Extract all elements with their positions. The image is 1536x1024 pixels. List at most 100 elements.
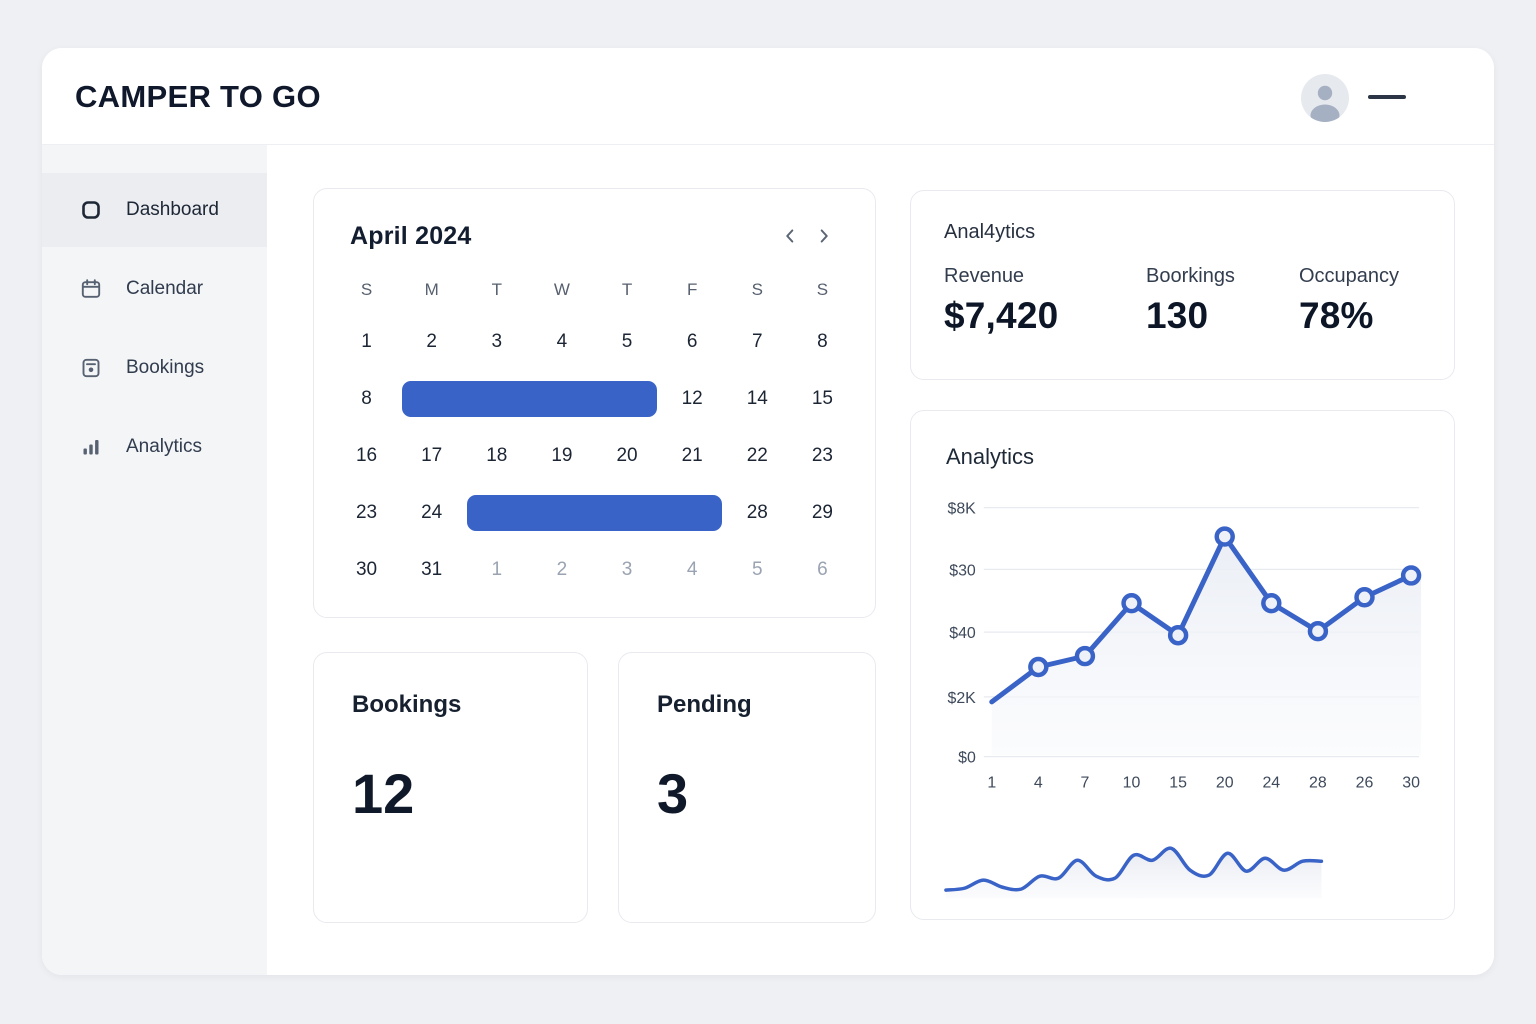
weekday-label: F xyxy=(686,280,698,299)
calendar-day[interactable]: 3 xyxy=(621,559,633,580)
dashboard-icon xyxy=(82,201,100,219)
analytics-card-title: Analytics xyxy=(946,444,1035,469)
calendar-day[interactable]: 29 xyxy=(811,502,833,523)
app-window: CAMPER TO GO Dashb xyxy=(42,48,1494,975)
calendar-header: April 2024 xyxy=(350,219,841,253)
calendar-day[interactable]: 7 xyxy=(752,331,763,352)
svg-text:28: 28 xyxy=(1309,775,1327,792)
weekday-label: T xyxy=(621,280,633,299)
calendar-day[interactable]: 8 xyxy=(361,388,372,409)
prev-month-button[interactable] xyxy=(773,219,807,253)
svg-text:$8K: $8K xyxy=(947,501,976,518)
calendar-day[interactable]: 16 xyxy=(355,445,378,466)
svg-text:20: 20 xyxy=(1216,775,1234,792)
menu-dash-icon[interactable] xyxy=(1368,95,1406,99)
calendar-day[interactable]: 12 xyxy=(681,388,703,409)
svg-text:$40: $40 xyxy=(949,625,976,642)
stat-revenue: Revenue $7,420 xyxy=(944,265,1146,337)
svg-text:$2K: $2K xyxy=(947,690,976,707)
calendar-day[interactable]: 31 xyxy=(421,559,443,580)
calendar-day[interactable]: 3 xyxy=(491,331,503,352)
svg-text:26: 26 xyxy=(1356,775,1374,792)
app-logo: CAMPER TO GO xyxy=(75,78,321,114)
svg-text:30: 30 xyxy=(1402,775,1420,792)
calendar-day[interactable]: 28 xyxy=(746,502,768,523)
stats-card: Anal4ytics Revenue $7,420 Boorkings 130 xyxy=(910,190,1455,380)
svg-text:15: 15 xyxy=(1169,775,1187,792)
calendar-grid: 1 2 3 4 5 6 7 8 8 12 14 15 16 17 18 19 20 21 22 23 23 24 28 29 3… xyxy=(334,313,855,598)
svg-text:1: 1 xyxy=(987,775,996,792)
calendar-day[interactable]: 23 xyxy=(811,445,833,466)
pending-card-value: 3 xyxy=(657,762,689,825)
calendar-day[interactable]: 8 xyxy=(817,331,828,352)
sidebar-item-calendar[interactable]: Calendar xyxy=(42,252,267,326)
calendar-day[interactable]: 19 xyxy=(551,445,573,466)
calendar-day[interactable]: 21 xyxy=(681,445,703,466)
bookings-card-label: Bookings xyxy=(352,691,462,718)
calendar-day[interactable]: 18 xyxy=(486,445,508,466)
sidebar-item-analytics[interactable]: Analytics xyxy=(42,410,267,484)
calendar-day[interactable]: 15 xyxy=(811,388,833,409)
bookings-card-value: 12 xyxy=(352,762,415,825)
stat-label: Occupancy xyxy=(1299,265,1400,287)
stat-label: Boorkings xyxy=(1146,265,1235,287)
sidebar-item-bookings[interactable]: Bookings xyxy=(42,331,267,405)
calendar-day[interactable]: 30 xyxy=(355,559,378,580)
calendar-day[interactable]: 6 xyxy=(817,559,828,580)
pending-card-label: Pending xyxy=(657,691,752,718)
booking-range-bar xyxy=(402,380,657,417)
header: CAMPER TO GO xyxy=(42,48,1494,145)
calendar-day[interactable]: 1 xyxy=(361,331,372,352)
svg-text:$30: $30 xyxy=(949,562,976,579)
calendar-day[interactable]: 20 xyxy=(616,445,638,466)
calendar-icon xyxy=(81,279,101,298)
calendar-day[interactable]: 4 xyxy=(556,331,568,352)
calendar-day[interactable]: 23 xyxy=(355,502,378,523)
chevron-left-icon xyxy=(786,229,794,243)
sidebar-item-label: Bookings xyxy=(126,357,205,378)
chevron-right-icon xyxy=(820,229,828,243)
sidebar-item-label: Dashboard xyxy=(126,199,219,220)
calendar-day[interactable]: 6 xyxy=(686,331,698,352)
calendar-day[interactable]: 14 xyxy=(746,388,768,409)
analytics-card: Analytics $8K $30 $40 $2K $ xyxy=(910,410,1455,920)
svg-text:7: 7 xyxy=(1081,775,1090,792)
user-avatar[interactable] xyxy=(1301,74,1349,122)
calendar-day[interactable]: 17 xyxy=(421,445,443,466)
analytics-line-chart: $8K $30 $40 $2K $0 1 4 7 10 15 20 24 28 26 30 xyxy=(944,501,1422,899)
sidebar-item-label: Calendar xyxy=(126,278,204,299)
calendar-day[interactable]: 5 xyxy=(752,559,763,580)
bookings-summary-card: Bookings 12 xyxy=(313,652,588,923)
calendar-day[interactable]: 2 xyxy=(556,559,568,580)
analytics-icon xyxy=(83,440,99,455)
weekday-label: T xyxy=(491,280,502,299)
stat-occupancy: Occupancy 78% xyxy=(1299,265,1421,337)
stat-value: 130 xyxy=(1146,295,1209,336)
weekday-label: S xyxy=(360,280,373,299)
calendar-day[interactable]: 4 xyxy=(686,559,698,580)
calendar-day[interactable]: 22 xyxy=(746,445,768,466)
calendar-day[interactable]: 2 xyxy=(426,331,437,352)
user-avatar-icon xyxy=(1301,74,1349,122)
svg-text:10: 10 xyxy=(1123,775,1141,792)
calendar-booking-bar[interactable] xyxy=(399,370,660,427)
stat-value: $7,420 xyxy=(944,295,1059,336)
calendar-day[interactable]: 1 xyxy=(491,559,503,580)
calendar-day[interactable]: 5 xyxy=(621,331,633,352)
svg-text:24: 24 xyxy=(1262,775,1280,792)
calendar-booking-bar[interactable] xyxy=(464,484,725,541)
mini-trend-sparkline xyxy=(944,846,1324,899)
stat-label: Revenue xyxy=(944,265,1025,287)
weekday-label: M xyxy=(424,280,439,299)
next-month-button[interactable] xyxy=(807,219,841,253)
calendar-day[interactable]: 24 xyxy=(421,502,443,523)
stat-value: 78% xyxy=(1299,295,1374,336)
svg-text:$0: $0 xyxy=(958,750,976,767)
stats-card-title: Anal4ytics xyxy=(944,221,1036,243)
sidebar-item-dashboard[interactable]: Dashboard xyxy=(42,173,267,247)
pending-summary-card: Pending 3 xyxy=(618,652,876,923)
